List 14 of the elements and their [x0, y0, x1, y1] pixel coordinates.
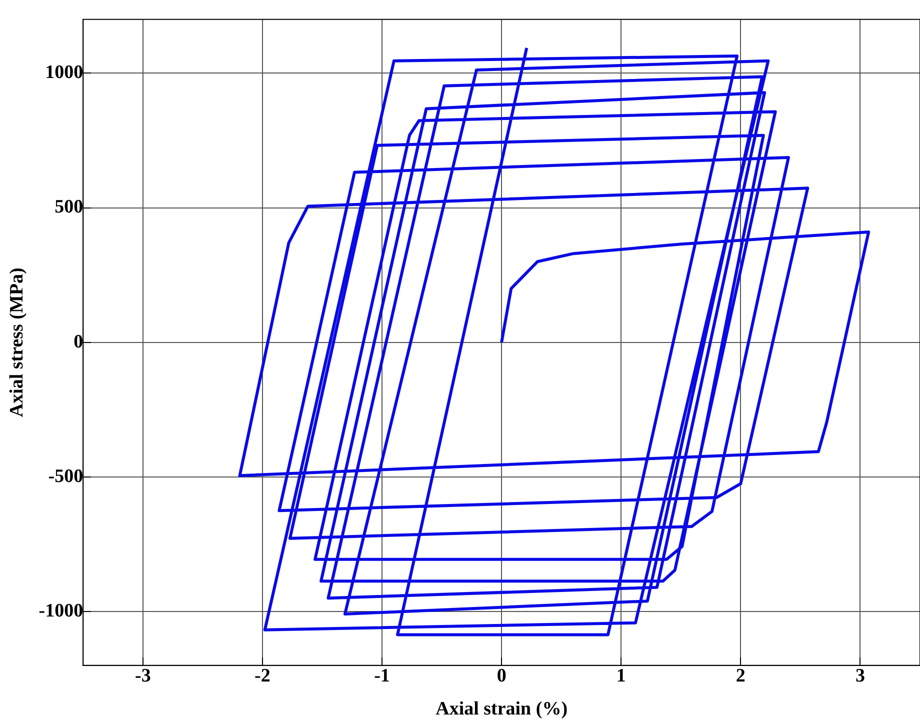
x-tick-label: 1 [616, 666, 626, 687]
x-tick-label: 0 [496, 666, 506, 687]
x-tick-label: -2 [254, 666, 270, 687]
y-tick-label: 1000 [45, 62, 84, 84]
x-tick-label: 3 [855, 666, 865, 687]
x-tick-label: -1 [374, 666, 390, 687]
y-tick-label: 0 [74, 331, 84, 352]
y-axis-title: Axial stress (MPa) [6, 268, 28, 418]
y-tick-label: 500 [54, 196, 84, 218]
y-tick-label: -500 [48, 466, 84, 487]
x-axis-title: Axial strain (%) [436, 698, 568, 720]
x-tick-label: -3 [134, 666, 151, 687]
y-tick-label: -1000 [38, 600, 84, 622]
x-tick-label: 2 [736, 666, 746, 687]
